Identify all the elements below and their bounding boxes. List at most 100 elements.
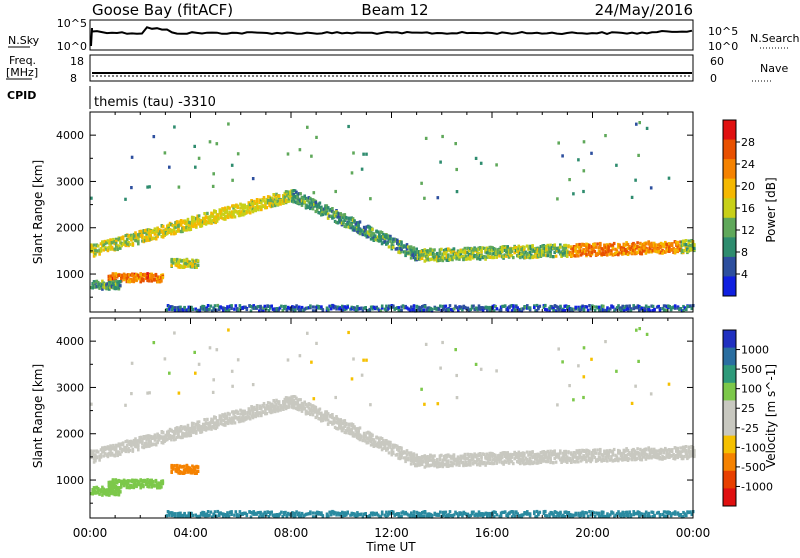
power-colorbar-label: Power [dB]: [764, 177, 778, 242]
velocity-cell: [512, 462, 515, 465]
power-cell: [319, 202, 322, 205]
power-cell: [455, 168, 458, 171]
velocity-cell: [566, 461, 569, 464]
power-cell: [422, 308, 425, 311]
power-cell: [130, 186, 133, 189]
colorbar-segment: [723, 198, 736, 218]
power-cell: [364, 306, 367, 309]
velocity-cell: [107, 455, 110, 458]
noise-right-label: N.Search: [750, 32, 800, 45]
power-cell: [260, 201, 263, 204]
power-cell: [552, 255, 555, 258]
power-cell: [493, 256, 496, 259]
power-cell: [197, 259, 200, 262]
velocity-cell: [588, 452, 591, 455]
power-cell: [173, 125, 176, 128]
power-cell: [512, 256, 515, 259]
power-cell: [173, 258, 176, 261]
power-cell: [445, 305, 448, 308]
power-cell: [636, 251, 639, 254]
power-cell: [243, 206, 246, 209]
power-cell: [568, 178, 571, 181]
power-cell: [183, 306, 186, 309]
power-cell: [357, 224, 360, 227]
power-cell: [504, 304, 507, 307]
velocity-cell: [190, 434, 193, 437]
power-cell: [413, 246, 416, 249]
power-cell: [359, 220, 362, 223]
power-cell: [225, 209, 228, 212]
velocity-cell: [400, 447, 403, 450]
power-cell: [235, 304, 238, 307]
power-cell: [109, 238, 112, 241]
power-cell: [690, 248, 693, 251]
power-cell: [436, 252, 439, 255]
power-cell: [386, 241, 389, 244]
power-cell: [187, 218, 190, 221]
power-cell: [287, 152, 290, 155]
velocity-cell: [447, 461, 450, 464]
power-cell: [628, 251, 631, 254]
velocity-cell: [371, 434, 374, 437]
power-cell: [153, 135, 156, 138]
velocity-cell: [197, 470, 200, 473]
power-cell: [333, 211, 336, 214]
power-cell: [168, 166, 171, 169]
power-cell: [142, 278, 145, 281]
velocity-cell: [552, 461, 555, 464]
velocity-cell: [197, 465, 200, 468]
power-cell: [131, 156, 134, 159]
velocity-cell: [243, 410, 246, 413]
power-cell: [237, 206, 240, 209]
power-cell: [334, 190, 337, 193]
power-cell: [345, 216, 348, 219]
velocity-cell: [142, 484, 145, 487]
power-cell: [227, 122, 230, 125]
noise-right-tick-top: 10^5: [708, 25, 738, 38]
velocity-cell: [152, 443, 155, 446]
velocity-cell: [260, 407, 263, 410]
station-title: Goose Bay (fitACF): [92, 1, 233, 19]
colorbar-segment: [723, 120, 736, 140]
velocity-cell: [360, 435, 363, 438]
colorbar-tick-label: 24: [741, 158, 755, 171]
velocity-cell: [344, 419, 347, 422]
velocity-cell: [160, 485, 163, 488]
power-cell: [231, 164, 234, 167]
power-cell: [653, 308, 656, 311]
power-cell: [555, 255, 558, 258]
velocity-cell: [348, 423, 351, 426]
power-cell: [198, 214, 201, 217]
cpid-value: themis (tau) -3310: [94, 95, 216, 110]
power-cell: [674, 251, 677, 254]
power-cell: [559, 246, 562, 249]
power-cell: [650, 186, 653, 189]
power-cell: [266, 206, 269, 209]
power-cell: [430, 258, 433, 261]
velocity-cell: [132, 449, 135, 452]
power-cell: [206, 212, 209, 215]
velocity-cell: [331, 413, 334, 416]
colorbar-segment: [723, 257, 736, 277]
power-cell: [495, 163, 498, 166]
velocity-cell: [249, 417, 252, 420]
power-cell: [132, 243, 135, 246]
power-cell: [596, 242, 599, 245]
power-cell: [533, 306, 536, 309]
power-cell: [347, 125, 350, 128]
power-cell: [567, 245, 570, 248]
power-cell: [545, 308, 548, 311]
velocity-cell: [187, 424, 190, 427]
power-cell: [119, 284, 122, 287]
velocity-cell: [495, 462, 498, 465]
colorbar-tick-label: 28: [741, 136, 755, 149]
power-cell: [400, 241, 403, 244]
velocity-cell: [225, 415, 228, 418]
power-cell: [154, 227, 157, 230]
power-cell: [119, 280, 122, 283]
power-cell: [243, 204, 246, 207]
power-cell: [369, 197, 372, 200]
noise-left-tick-top: 10^5: [57, 17, 87, 30]
